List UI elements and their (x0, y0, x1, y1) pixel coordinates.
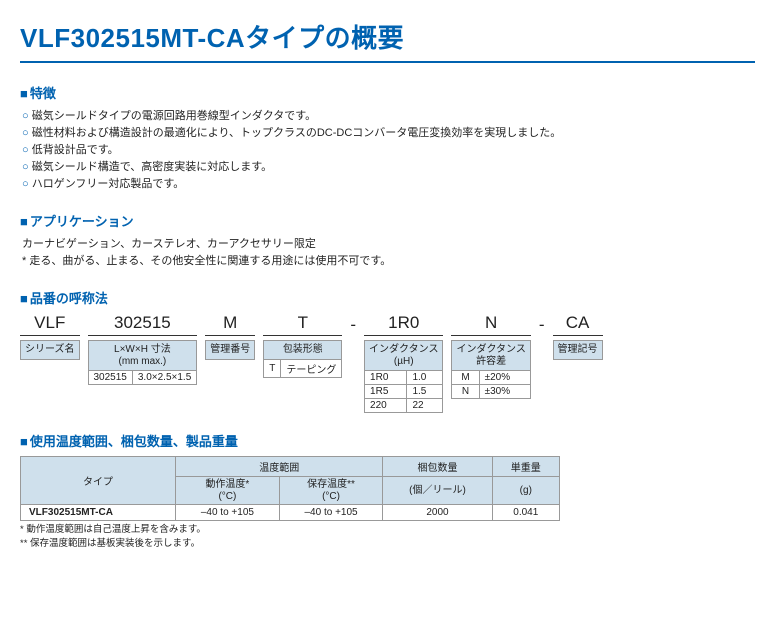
pn-tol-hdr: インダクタンス 許容差 (451, 340, 530, 371)
pn-tol-top: N (451, 313, 530, 336)
cell: ±30% (479, 385, 530, 399)
partnum-row: VLF シリーズ名 302515 L×W×H 寸法 (mm max.) 3025… (20, 313, 755, 413)
pn-dims-table: 302515 3.0×2.5×1.5 (88, 370, 198, 385)
cell: 302515 (88, 371, 132, 385)
feature-item: 磁性材料および構造設計の最適化により、トップクラスのDC-DCコンバータ電圧変換… (22, 125, 755, 142)
pn-ind: 1R0 インダクタンス (µH) 1R0 1.0 1R5 1.5 220 22 (364, 313, 443, 413)
cell: N (452, 385, 479, 399)
cell-st: –40 to +105 (279, 505, 383, 521)
pn-pack-top: T (263, 313, 342, 336)
footnote: * 動作温度範囲は自己温度上昇を含みます。 (20, 523, 755, 536)
table-row: VLF302515MT-CA –40 to +105 –40 to +105 2… (21, 505, 560, 521)
cell: 1.5 (407, 385, 443, 399)
features-heading: 特徴 (20, 83, 755, 102)
cell-weight: 0.041 (492, 505, 559, 521)
pn-mgmt-top: M (205, 313, 255, 336)
cell: 1R0 (365, 371, 407, 385)
feature-item: 低背設計品です。 (22, 142, 755, 159)
pn-series-top: VLF (20, 313, 80, 336)
cell: T (264, 359, 281, 377)
pn-code: CA 管理記号 (553, 313, 603, 360)
pn-ind-hdr: インダクタンス (µH) (364, 340, 443, 371)
partnum-heading: 品番の呼称法 (20, 288, 755, 307)
footnotes: * 動作温度範囲は自己温度上昇を含みます。 ** 保存温度範囲は基板実装後を示し… (20, 523, 755, 550)
th-temp-st: 保存温度** (°C) (279, 477, 383, 505)
specs-table: タイプ 温度範囲 梱包数量 単重量 動作温度* (°C) 保存温度** (°C)… (20, 456, 560, 521)
pn-pack: T 包装形態 T テーピング (263, 313, 342, 378)
pn-code-top: CA (553, 313, 603, 336)
pn-tol-table: M ±20% N ±30% (451, 370, 530, 399)
th-temp: 温度範囲 (176, 457, 383, 477)
feature-item: 磁気シールドタイプの電源回路用巻線型インダクタです。 (22, 108, 755, 125)
specs-heading: 使用温度範囲、梱包数量、製品重量 (20, 431, 755, 450)
cell: 1.0 (407, 371, 443, 385)
th-pack: 梱包数量 (383, 457, 492, 477)
application-heading: アプリケーション (20, 211, 755, 230)
th-weight-sub: (g) (492, 477, 559, 505)
cell: テーピング (281, 359, 342, 377)
feature-item: ハロゲンフリー対応製品です。 (22, 176, 755, 193)
page-title: VLF302515MT-CAタイプの概要 (20, 18, 755, 55)
title-rule (20, 61, 755, 63)
dash: - (539, 313, 545, 337)
pn-tol: N インダクタンス 許容差 M ±20% N ±30% (451, 313, 530, 399)
cell: 22 (407, 399, 443, 413)
pn-ind-table: 1R0 1.0 1R5 1.5 220 22 (364, 370, 443, 413)
th-pack-sub: (個／リール) (383, 477, 492, 505)
cell: 3.0×2.5×1.5 (132, 371, 196, 385)
th-type: タイプ (21, 457, 176, 505)
pn-dims-top: 302515 (88, 313, 198, 336)
th-temp-op: 動作温度* (°C) (176, 477, 280, 505)
application-note: * 走る、曲がる、止まる、その他安全性に関連する用途には使用不可です。 (22, 253, 755, 270)
pn-ind-top: 1R0 (364, 313, 443, 336)
pn-dims-hdr: L×W×H 寸法 (mm max.) (88, 340, 198, 371)
cell-op: –40 to +105 (176, 505, 280, 521)
feature-item: 磁気シールド構造で、高密度実装に対応します。 (22, 159, 755, 176)
cell: ±20% (479, 371, 530, 385)
pn-code-hdr: 管理記号 (553, 340, 603, 360)
application-line: カーナビゲーション、カーステレオ、カーアクセサリー限定 (22, 236, 755, 253)
pn-series: VLF シリーズ名 (20, 313, 80, 360)
pn-pack-hdr: 包装形態 (263, 340, 342, 360)
cell-pack: 2000 (383, 505, 492, 521)
footnote: ** 保存温度範囲は基板実装後を示します。 (20, 537, 755, 550)
cell-type: VLF302515MT-CA (21, 505, 176, 521)
features-list: 磁気シールドタイプの電源回路用巻線型インダクタです。 磁性材料および構造設計の最… (22, 108, 755, 193)
application-text: カーナビゲーション、カーステレオ、カーアクセサリー限定 * 走る、曲がる、止まる… (22, 236, 755, 270)
cell: 1R5 (365, 385, 407, 399)
pn-mgmt-hdr: 管理番号 (205, 340, 255, 360)
pn-dims: 302515 L×W×H 寸法 (mm max.) 302515 3.0×2.5… (88, 313, 198, 385)
cell: M (452, 371, 479, 385)
cell: 220 (365, 399, 407, 413)
pn-pack-table: T テーピング (263, 359, 342, 378)
pn-series-hdr: シリーズ名 (20, 340, 80, 360)
th-weight: 単重量 (492, 457, 559, 477)
pn-mgmt: M 管理番号 (205, 313, 255, 360)
dash: - (350, 313, 356, 337)
